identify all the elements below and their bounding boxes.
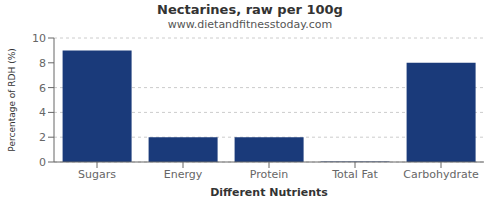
svg-text:Total Fat: Total Fat [331, 168, 378, 181]
svg-text:4: 4 [39, 106, 46, 119]
svg-text:0: 0 [39, 156, 46, 169]
svg-text:Sugars: Sugars [78, 168, 116, 181]
html-text:www.dietandfitnesstoday.com: www.dietandfitnesstoday.com [167, 18, 333, 31]
svg-text:Carbohydrate: Carbohydrate [403, 168, 479, 181]
svg-text:Different Nutrients: Different Nutrients [210, 186, 328, 199]
svg-text:Percentage of RDH (%): Percentage of RDH (%) [8, 48, 17, 151]
svg-text:Protein: Protein [250, 168, 289, 181]
svg-text:6: 6 [39, 82, 46, 95]
html-text:Nectarines, raw per 100g: Nectarines, raw per 100g [157, 2, 343, 17]
svg-text:Energy: Energy [164, 168, 203, 181]
svg-text:8: 8 [39, 57, 46, 70]
svg-text:2: 2 [39, 131, 46, 144]
svg-text:10: 10 [32, 32, 46, 45]
